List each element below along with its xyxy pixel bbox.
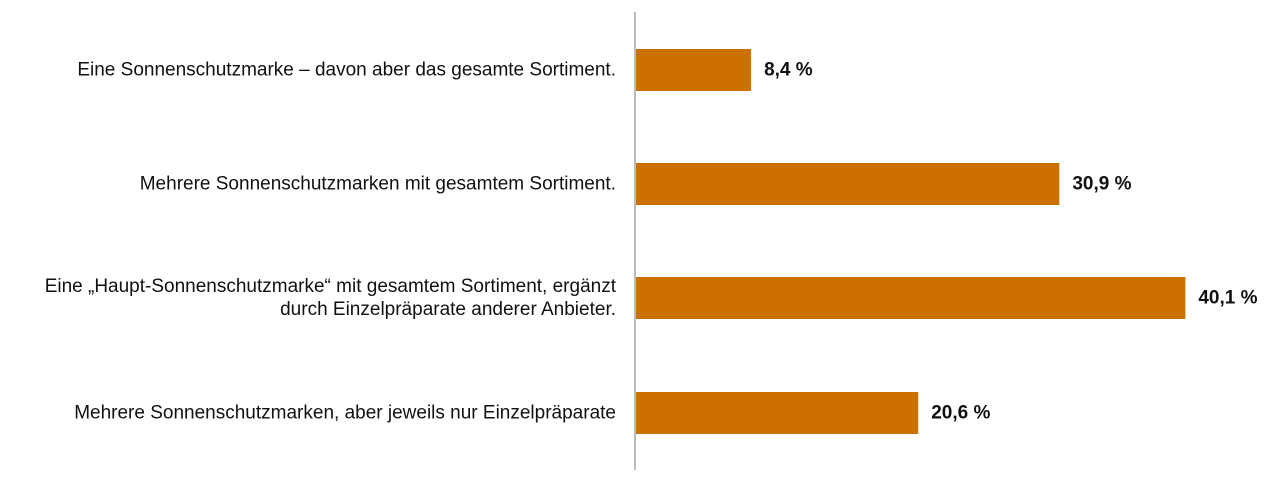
value-label-3: 40,1 %: [1198, 288, 1257, 309]
value-label-1: 8,4 %: [764, 60, 813, 81]
category-labels-group: Eine Sonnenschutzmarke – davon aber das …: [45, 60, 617, 424]
bar-4: [636, 392, 919, 434]
bar-3: [636, 277, 1186, 319]
bars-group: [636, 49, 1186, 434]
value-label-4: 20,6 %: [931, 403, 990, 424]
category-label-3-line-2: durch Einzelpräparate anderer Anbieter.: [280, 299, 616, 320]
value-labels-group: 8,4 % 30,9 % 40,1 % 20,6 %: [764, 60, 1258, 424]
category-label-3-line-1: Eine „Haupt-Sonnenschutzmarke“ mit gesam…: [45, 276, 617, 297]
bar-1: [636, 49, 752, 91]
category-label-1-line-1: Eine Sonnenschutzmarke – davon aber das …: [77, 60, 616, 81]
category-label-2-line-1: Mehrere Sonnenschutzmarken mit gesamtem …: [140, 174, 616, 195]
bar-2: [636, 163, 1060, 205]
category-label-4-line-1: Mehrere Sonnenschutzmarken, aber jeweils…: [74, 403, 616, 424]
value-label-2: 30,9 %: [1072, 174, 1131, 195]
